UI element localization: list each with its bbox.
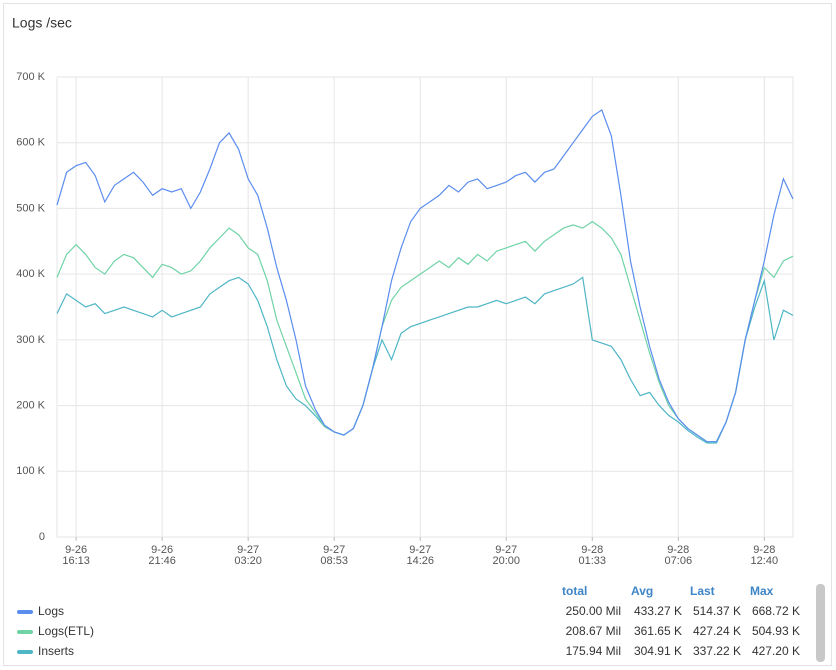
series-line <box>56 108 794 443</box>
legend-column-header: Max <box>750 584 774 598</box>
y-tick-label: 200 K <box>16 399 45 411</box>
x-tick-label: 9-26 16:13 <box>62 544 90 567</box>
x-tick-label: 9-27 03:20 <box>234 544 262 567</box>
legend-stat: 304.91 K <box>634 644 682 658</box>
legend-label[interactable]: Logs(ETL) <box>38 624 94 638</box>
y-tick-label: 700 K <box>16 71 45 83</box>
series-line <box>56 220 794 443</box>
legend-stat: 175.94 Mil <box>566 644 621 658</box>
panel-title: Logs /sec <box>12 15 72 31</box>
scrollbar[interactable] <box>816 584 825 662</box>
legend-column-header: total <box>562 584 587 598</box>
legend-label[interactable]: Inserts <box>38 644 74 658</box>
legend-stat: 361.65 K <box>634 624 682 638</box>
legend-stat: 427.24 K <box>693 624 741 638</box>
legend-stat: 668.72 K <box>752 604 800 618</box>
panel-border <box>3 3 832 666</box>
y-tick-label: 400 K <box>16 268 45 280</box>
x-tick-label: 9-28 07:06 <box>665 544 693 567</box>
legend-stat: 433.27 K <box>634 604 682 618</box>
legend-stat: 514.37 K <box>693 604 741 618</box>
y-tick-label: 300 K <box>16 334 45 346</box>
y-tick-label: 600 K <box>16 137 45 149</box>
legend-stat: 427.20 K <box>752 644 800 658</box>
legend-column-header: Avg <box>631 584 653 598</box>
x-tick-label: 9-27 20:00 <box>492 544 520 567</box>
x-tick-label: 9-28 01:33 <box>579 544 607 567</box>
x-tick-label: 9-27 14:26 <box>406 544 434 567</box>
x-tick-label: 9-28 12:40 <box>751 544 779 567</box>
legend-stat: 250.00 Mil <box>566 604 621 618</box>
legend-stat: 504.93 K <box>752 624 800 638</box>
legend-stat: 208.67 Mil <box>566 624 621 638</box>
legend-label[interactable]: Logs <box>38 604 64 618</box>
series-line <box>56 276 794 444</box>
legend-column-header: Last <box>690 584 715 598</box>
x-tick-label: 9-26 21:46 <box>148 544 176 567</box>
x-tick-label: 9-27 08:53 <box>320 544 348 567</box>
y-tick-label: 100 K <box>16 465 45 477</box>
y-tick-label: 0 <box>39 531 45 543</box>
y-tick-label: 500 K <box>16 202 45 214</box>
legend-stat: 337.22 K <box>693 644 741 658</box>
